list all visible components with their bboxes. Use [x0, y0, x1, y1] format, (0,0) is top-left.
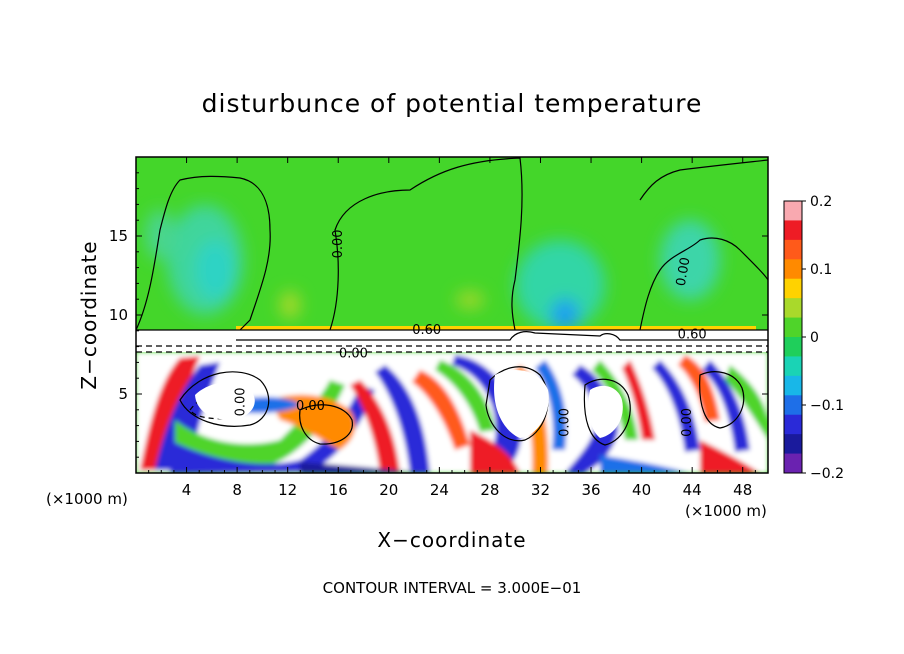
blue-band	[375, 365, 430, 473]
green-band	[175, 380, 345, 467]
x-tick-label: 16	[329, 481, 348, 499]
blue-band	[652, 360, 700, 452]
x-tick-label: 32	[531, 481, 550, 499]
warm-band	[412, 370, 470, 450]
colorbar: 0.2 0.1 0 −0.1 −0.2	[783, 194, 844, 482]
white-patch	[588, 385, 623, 438]
contour-label: 0.00	[674, 256, 694, 287]
contour-label: 0.60	[678, 328, 707, 343]
colorbar-swatch	[784, 298, 802, 319]
colorbar-swatch	[784, 453, 802, 474]
contour-label: 0.00	[339, 347, 368, 362]
contour-zero	[329, 157, 523, 331]
x-tick-label: 12	[278, 481, 297, 499]
warm-band	[470, 430, 520, 473]
y-tick-label: 15	[109, 227, 128, 245]
colorbar-swatch	[784, 337, 802, 357]
contour-interval-note: CONTOUR INTERVAL = 3.000E−01	[323, 579, 582, 597]
contour-solid	[299, 404, 353, 445]
purple-band	[300, 462, 420, 473]
contour-label: 0.00	[234, 387, 249, 416]
contour-label: 0.00	[680, 408, 695, 437]
contour-zero	[639, 237, 768, 331]
green-band	[725, 365, 768, 440]
colorbar-tick-label: −0.1	[810, 398, 844, 414]
colorbar-tick-label: −0.2	[810, 466, 844, 482]
chart-title: disturbunce of potential temperature	[202, 89, 703, 118]
warm-band	[350, 380, 400, 473]
contour-label: 0.00	[557, 408, 572, 437]
green-band	[435, 360, 495, 432]
x-tick-label: 40	[632, 481, 651, 499]
x-axis-label: X−coordinate	[377, 528, 526, 552]
y-tick-label: 5	[118, 385, 128, 403]
colorbar-swatch	[784, 201, 802, 221]
x-tick-label: 4	[182, 481, 192, 499]
contour-zero	[136, 175, 271, 331]
x-tick-label: 48	[733, 481, 752, 499]
colorbar-swatch	[784, 220, 802, 241]
cyan-patch	[145, 210, 175, 260]
blue-band	[702, 360, 750, 452]
colorbar-swatch	[784, 278, 802, 299]
warm-band	[678, 355, 720, 422]
contour-lines	[136, 157, 768, 446]
x-unit-right: (×1000 m)	[685, 502, 767, 520]
white-patches	[195, 370, 623, 438]
cyan-patch	[660, 220, 720, 300]
contour-label: 0.00	[296, 399, 325, 414]
colorbar-swatch	[784, 356, 802, 377]
cyan-patch	[515, 240, 605, 330]
blue-patch	[551, 299, 579, 331]
x-unit-left: (×1000 m)	[46, 490, 128, 508]
upper-field	[145, 205, 720, 331]
x-axis: 4 8 12 16 20 24 28 32 36 40 44 48	[148, 157, 756, 499]
colorbar-swatch	[784, 239, 802, 260]
yellow-patch	[456, 291, 484, 309]
colorbar-swatch	[784, 259, 802, 280]
contour-solid	[485, 366, 549, 442]
cyan-patch	[195, 240, 235, 300]
x-tick-label: 36	[581, 481, 600, 499]
plot-area	[136, 157, 768, 473]
contour-solid	[583, 378, 631, 446]
colorbar-swatch	[784, 375, 802, 396]
y-axis: 5 10 15	[109, 172, 768, 458]
contour-label: 0.00	[331, 229, 346, 258]
blue-band	[535, 360, 567, 450]
x-tick-label: 24	[430, 481, 449, 499]
white-patch	[195, 382, 255, 420]
colorbar-swatch	[784, 395, 802, 416]
colorbar-tick-label: 0	[810, 330, 819, 346]
contour-zero	[639, 159, 768, 201]
yellow-patch	[280, 291, 300, 319]
contour-solid	[699, 371, 745, 429]
contour-label: 0.60	[412, 323, 441, 338]
colorbar-swatch	[784, 434, 802, 455]
x-tick-label: 8	[232, 481, 242, 499]
contour-solid	[236, 331, 768, 341]
blue-band	[452, 355, 522, 473]
colorbar-tick-label: 0.1	[810, 262, 832, 278]
x-tick-label: 44	[683, 481, 702, 499]
warm-band	[622, 360, 655, 440]
x-tick-label: 20	[379, 481, 398, 499]
blue-band	[600, 455, 690, 473]
x-tick-label: 28	[480, 481, 499, 499]
warm-band	[140, 356, 200, 470]
colorbar-tick-label: 0.2	[810, 194, 832, 210]
colorbar-swatch	[784, 317, 802, 338]
inversion-band	[136, 330, 768, 352]
y-tick-label: 10	[109, 306, 128, 324]
blue-band	[240, 397, 300, 414]
warm-band	[700, 440, 760, 473]
blue-band	[170, 385, 375, 473]
white-patch	[494, 370, 549, 438]
contour-labels: 0.00 0.00 0.60 0.00 0.00 0.00 0.00 0.00 0.60	[234, 229, 707, 436]
inversion-warm-stripe	[236, 326, 756, 330]
colorbar-swatch	[784, 414, 802, 435]
y-axis-label: Z−coordinate	[77, 240, 101, 389]
contour-solid	[179, 371, 270, 427]
